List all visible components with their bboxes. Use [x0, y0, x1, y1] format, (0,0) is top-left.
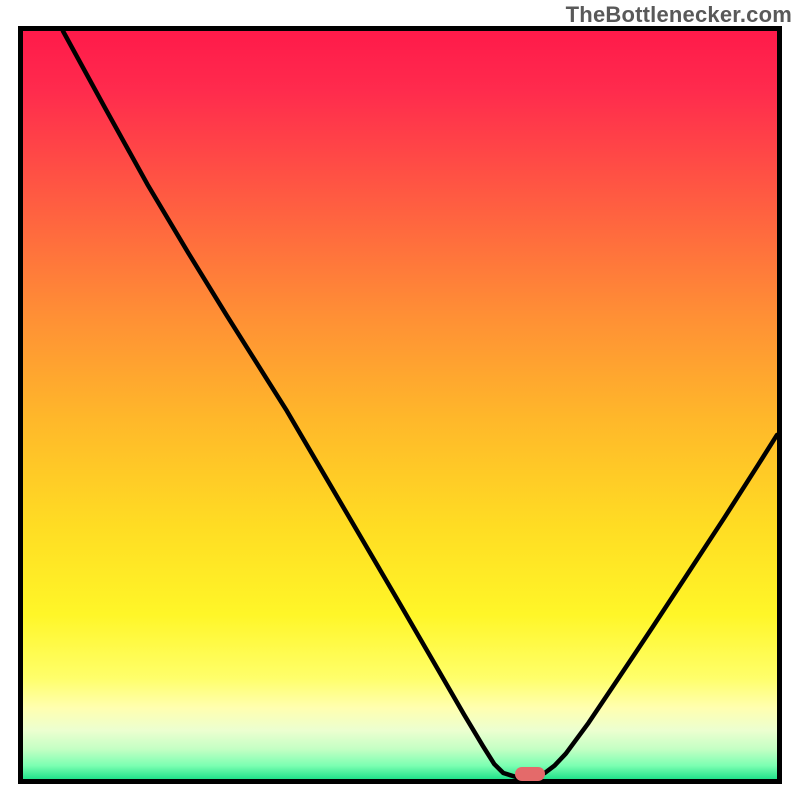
bottleneck-chart	[0, 0, 800, 800]
gradient-background	[23, 31, 777, 779]
minimum-marker	[515, 767, 545, 781]
chart-root: { "watermark": { "text": "TheBottlenecke…	[0, 0, 800, 800]
